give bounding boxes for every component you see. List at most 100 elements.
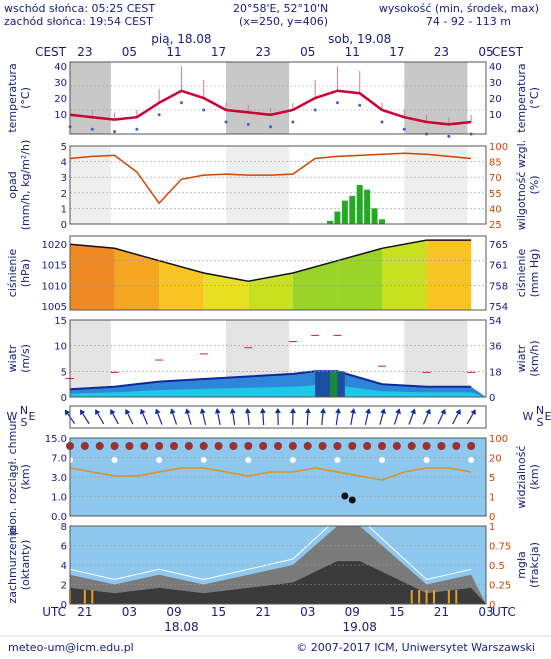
dewpoint-point — [179, 101, 183, 105]
tz-top-label-right: CEST — [492, 45, 524, 59]
contact-email[interactable]: meteo-um@icm.edu.pl — [8, 641, 134, 654]
compass-letter-left: E — [29, 410, 36, 423]
fog-bar — [447, 590, 450, 604]
mid-cloud-dot — [245, 457, 252, 463]
cloudbase-ytick-left: 0.0 — [51, 512, 67, 523]
wind-frame — [69, 319, 487, 398]
pressure-ytick-left: 1015 — [42, 261, 67, 272]
pressure-frame — [69, 235, 487, 311]
precip-bar — [349, 195, 356, 224]
wind-night-2 — [404, 320, 468, 397]
fog-bar — [91, 590, 94, 604]
temp-ytick-right: 20 — [489, 94, 502, 105]
wind-arrow — [199, 408, 207, 425]
visibility-ytick-right: 0 — [489, 512, 495, 523]
wind-arrow — [437, 408, 446, 425]
fog-bar — [433, 590, 435, 604]
day-label-top-1: pią, 18.08 — [151, 32, 211, 46]
wind-arrow — [379, 408, 386, 425]
mid-cloud-dot — [156, 457, 163, 463]
compass-letter-right: W — [523, 410, 534, 423]
pressure-ytick-left: 1010 — [42, 281, 67, 292]
wind-arrow — [274, 408, 281, 426]
high-cloud-dot — [95, 442, 104, 450]
mid-cloud-dot — [289, 457, 296, 463]
cover-ytick-left: 6 — [61, 542, 67, 553]
precip-bar — [379, 219, 385, 224]
temp-left-unit: (°C) — [19, 87, 32, 109]
pressure-ytick-right: 754 — [489, 302, 508, 313]
pressure-band — [382, 236, 427, 310]
cover-frame — [69, 525, 487, 605]
pressure-band — [426, 236, 472, 310]
high-cloud-dot — [274, 442, 282, 450]
humidity-line — [69, 152, 472, 205]
humidity-ytick-right: 85 — [489, 158, 502, 169]
hour-tick-bottom: 15 — [211, 605, 226, 619]
fog-bar — [425, 590, 428, 604]
precip-bar — [364, 189, 371, 224]
wind-arrow — [154, 408, 163, 425]
high-cloud-dot — [437, 442, 446, 450]
tz-top-label: CEST — [35, 45, 67, 59]
precip-bar — [327, 220, 333, 224]
tz-bottom-label: UTC — [42, 605, 66, 619]
wind-arrow — [289, 408, 296, 426]
visibility-ytick-right: 1 — [489, 493, 495, 504]
precip-bar — [334, 211, 341, 224]
cloudbase-left-label: pion. rozciągł. chmur — [6, 419, 19, 535]
wind-area-low — [70, 385, 486, 397]
temp-ytick-left: 40 — [54, 62, 67, 73]
humidity-ytick-right: 70 — [489, 173, 502, 184]
compass-letter-right: E — [545, 410, 551, 423]
high-cloud-dot — [110, 442, 119, 450]
temp-right-unit: (°C) — [528, 87, 541, 109]
dewpoint-point — [113, 130, 117, 134]
temp-ytick-left: 10 — [54, 110, 67, 121]
wind-arrow — [364, 408, 371, 425]
mid-cloud-dot — [468, 457, 475, 463]
grid-text: (x=250, y=406) — [239, 15, 329, 28]
high-cloud-dot — [452, 442, 461, 450]
dewpoint-point — [380, 120, 384, 124]
wind-night-0 — [70, 320, 111, 397]
wind-arrow — [184, 408, 192, 425]
compass-letter-left: W — [7, 410, 18, 423]
wind-arrow — [214, 408, 221, 425]
high-cloud-dot — [467, 442, 476, 450]
dewpoint-point — [224, 120, 228, 124]
cover-ytick-left: 2 — [61, 581, 67, 592]
precip-ytick-left: 0 — [61, 220, 67, 231]
visibility-line — [69, 467, 472, 481]
wind-left-label: wiatr — [6, 344, 19, 372]
hour-tick-bottom: 09 — [345, 605, 360, 619]
low-cloud-area — [70, 561, 486, 604]
hour-tick-top: 05 — [300, 45, 315, 59]
dewpoint-point — [313, 108, 317, 112]
cloudbase-ytick-left: 7.0 — [51, 454, 67, 465]
hour-tick-bottom: 03 — [122, 605, 137, 619]
visibility-ytick-right: 5 — [489, 473, 495, 484]
wind-line — [69, 370, 472, 391]
wind-arrow — [319, 408, 326, 426]
dewpoint-point — [269, 125, 273, 129]
visibility-right-label: widzialność — [515, 445, 528, 508]
mid-cloud-dot — [423, 457, 430, 463]
wind-arrow — [466, 409, 476, 425]
wind-arrow — [229, 408, 236, 425]
fog-ytick-right: 0 — [489, 600, 495, 611]
dewpoint-point — [335, 101, 339, 105]
hour-tick-bottom: 21 — [256, 605, 271, 619]
temp-night-1 — [226, 62, 290, 134]
high-cloud-dot — [363, 442, 372, 450]
temp-ytick-right: 10 — [489, 110, 502, 121]
temp-ytick-left: 30 — [54, 78, 67, 89]
humidity-right-label: wilgotność wzgl. — [515, 140, 528, 230]
dewpoint-point — [157, 113, 161, 117]
hour-tick-top: 23 — [434, 45, 449, 59]
direction-frame — [69, 405, 487, 429]
sunset-text: zachód słońca: 19:54 CEST — [4, 15, 153, 28]
temp-night-0 — [70, 62, 111, 134]
high-cloud-dot — [333, 442, 342, 450]
